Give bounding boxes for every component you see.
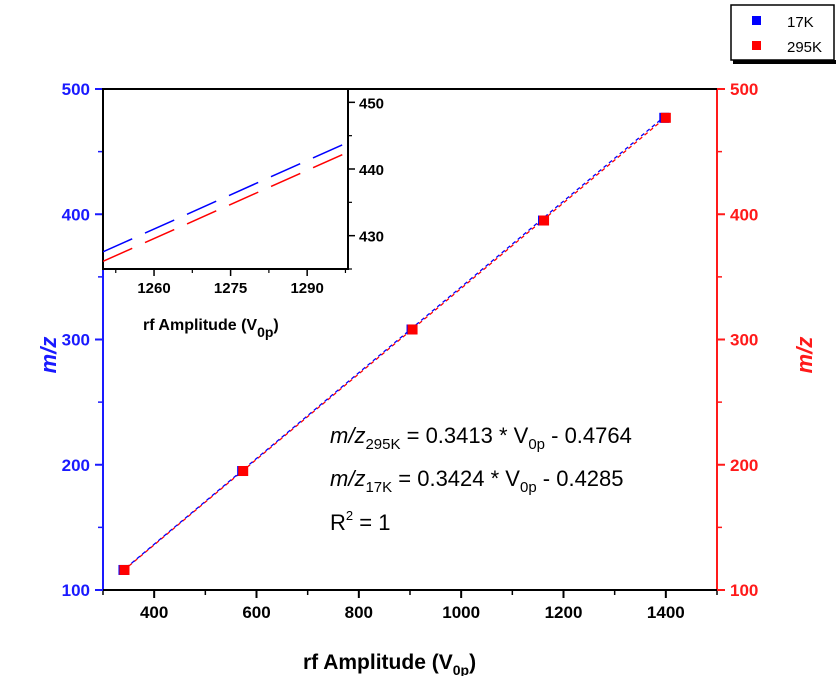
fit-equations: m/z295K = 0.3413 * V0p - 0.4764 m/z17K =… xyxy=(330,423,632,535)
x-tick-label: 1400 xyxy=(647,603,685,622)
legend-label-17k: 17K xyxy=(787,14,814,31)
right-y-tick-label: 300 xyxy=(730,331,758,350)
r-squared: R2 = 1 xyxy=(330,508,390,535)
right-y-tick-label: 200 xyxy=(730,456,758,475)
left-y-tick-label: 400 xyxy=(62,205,90,224)
x-tick-label: 800 xyxy=(345,603,373,622)
x-axis-label: rf Amplitude (V0p) xyxy=(303,651,476,676)
fit-line-295k xyxy=(123,116,667,572)
point-295k xyxy=(660,112,671,123)
inset-y-tick-label: 450 xyxy=(359,95,384,112)
left-y-tick-label: 100 xyxy=(62,581,90,600)
right-y-tick-label: 400 xyxy=(730,205,758,224)
right-y-ticks: 100 200 300 400 500 xyxy=(717,80,758,600)
inset-y-ticks: 430 440 450 xyxy=(348,95,384,270)
point-295k xyxy=(539,215,550,226)
left-y-axis-label: m/z xyxy=(36,337,61,374)
fit-lines xyxy=(123,114,667,572)
x-tick-label: 400 xyxy=(140,603,168,622)
legend-marker-295k xyxy=(752,41,761,50)
x-tick-label: 600 xyxy=(242,603,270,622)
legend-marker-17k xyxy=(752,16,761,25)
right-y-tick-label: 100 xyxy=(730,581,758,600)
main-plot: 400 600 800 1000 1200 1400 100 200 300 400 500 10… xyxy=(62,80,759,622)
point-295k xyxy=(407,324,418,335)
left-y-tick-label: 200 xyxy=(62,456,90,475)
legend-label-295k: 295K xyxy=(787,39,822,56)
inset-x-ticks: 1260 1275 1290 xyxy=(115,269,347,297)
equation-295k: m/z295K = 0.3413 * V0p - 0.4764 xyxy=(330,423,632,453)
data-points xyxy=(118,112,671,575)
point-295k xyxy=(119,564,130,575)
inset-x-tick-label: 1275 xyxy=(214,280,247,297)
x-tick-label: 1000 xyxy=(442,603,480,622)
inset-plot: 1260 1275 1290 430 440 450 rf Amplitude (V0p… xyxy=(102,88,384,340)
inset-y-tick-label: 440 xyxy=(359,162,384,179)
right-y-tick-label: 500 xyxy=(730,80,758,99)
x-ticks: 400 600 800 1000 1200 1400 xyxy=(102,590,718,622)
left-y-ticks: 100 200 300 400 500 xyxy=(62,80,103,600)
inset-x-tick-label: 1290 xyxy=(290,280,323,297)
point-295k xyxy=(238,466,249,477)
inset-y-tick-label: 430 xyxy=(359,229,384,246)
legend: 17K 295K xyxy=(730,4,836,64)
right-y-axis-label: m/z xyxy=(792,337,817,374)
fit-line-17k xyxy=(123,114,667,571)
inset-frame xyxy=(102,88,349,270)
inset-x-tick-label: 1260 xyxy=(137,280,170,297)
x-tick-label: 1200 xyxy=(545,603,583,622)
inset-x-axis-label: rf Amplitude (V0p) xyxy=(143,317,279,340)
left-y-tick-label: 300 xyxy=(62,331,90,350)
left-y-tick-label: 500 xyxy=(62,80,90,99)
equation-17k: m/z17K = 0.3424 * V0p - 0.4285 xyxy=(330,466,624,496)
